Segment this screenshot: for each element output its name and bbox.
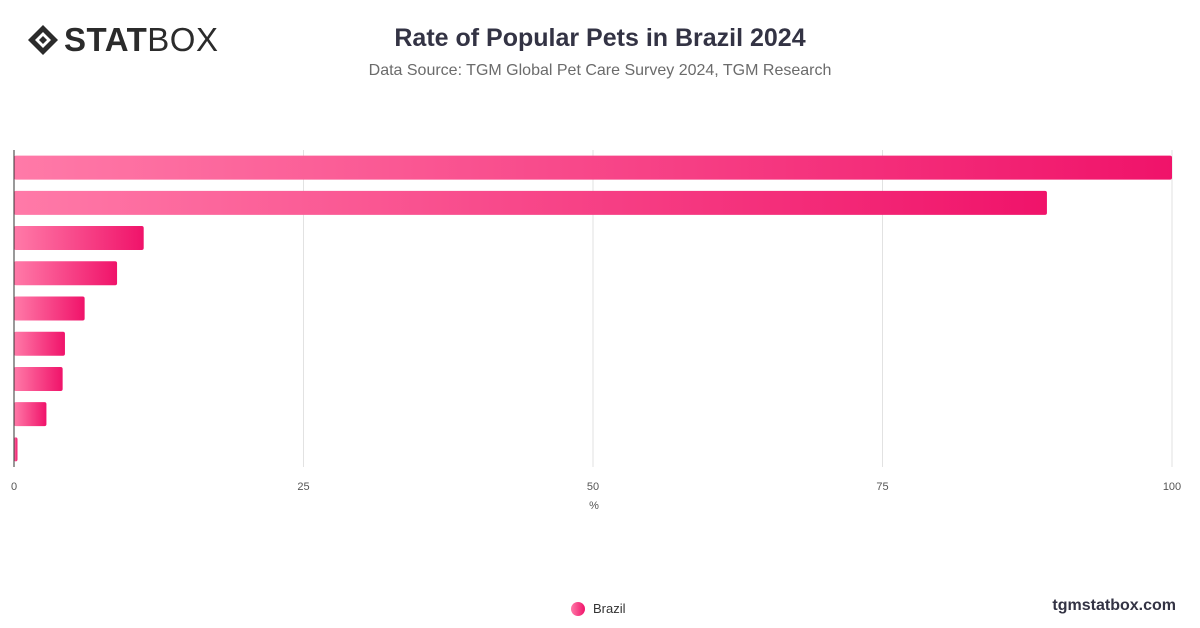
bar-8[interactable]: [14, 402, 47, 427]
bars: [14, 155, 1172, 462]
bar-4[interactable]: [14, 261, 118, 286]
logo-wordmark: STATBOX: [64, 22, 218, 58]
bar-6[interactable]: [14, 331, 65, 356]
legend-label-brazil: Brazil: [593, 601, 626, 616]
x-axis-label: %: [589, 500, 599, 512]
bar-3[interactable]: [14, 226, 144, 251]
bar-9[interactable]: [14, 437, 18, 462]
x-tick-label-25: 25: [297, 481, 309, 493]
statbox-logo: STATBOX: [26, 22, 218, 58]
chart-title: Rate of Popular Pets in Brazil 2024: [394, 24, 806, 52]
logo-bold-text: STAT: [64, 21, 148, 58]
source-website[interactable]: tgmstatbox.com: [1052, 597, 1176, 614]
x-tick-label-0: 0: [11, 481, 17, 493]
x-tick-label-50: 50: [587, 481, 599, 493]
logo-light-text: BOX: [147, 21, 219, 58]
x-tick-label-75: 75: [876, 481, 888, 493]
axes: 0 25 50 75 100%: [11, 150, 1181, 512]
bar-5[interactable]: [14, 296, 85, 321]
bar-2[interactable]: [14, 190, 1047, 215]
bar-1[interactable]: [14, 155, 1172, 180]
diamond-logo-icon: [28, 25, 58, 55]
legend[interactable]: Brazil: [571, 601, 626, 616]
x-tick-label-100: 100: [1163, 481, 1181, 493]
bar-7[interactable]: [14, 366, 63, 391]
chart-subtitle: Data Source: TGM Global Pet Care Survey …: [368, 62, 832, 79]
legend-swatch-brazil: [571, 601, 585, 616]
